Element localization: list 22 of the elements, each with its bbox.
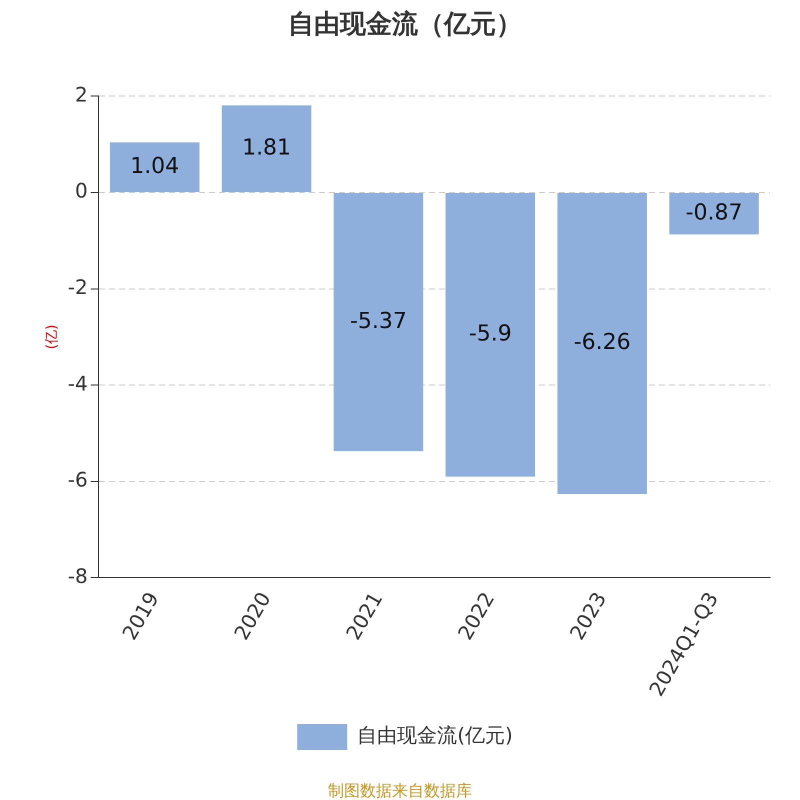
y-tick-label: -4: [68, 371, 88, 396]
bar: [110, 142, 200, 192]
legend-label: 自由现金流(亿元): [357, 723, 513, 748]
data-label: -6.26: [574, 330, 631, 356]
data-label: -5.37: [350, 308, 407, 334]
text: 制图数据来自数据库: [328, 781, 472, 800]
bar: [222, 105, 312, 192]
y-tick-label: -6: [68, 468, 88, 492]
bar: [334, 193, 424, 452]
bar: [669, 193, 759, 234]
bar: [446, 193, 536, 477]
y-tick-label: 0: [75, 178, 88, 203]
data-label: -0.87: [686, 200, 743, 226]
y-tick-label: -2: [68, 275, 88, 300]
data-label: 1.04: [130, 154, 180, 179]
y-tick-label: -8: [68, 564, 88, 588]
bar: [557, 193, 647, 494]
data-label: -5.9: [468, 322, 512, 347]
chart-title: 自由现金流（亿元）: [288, 9, 522, 40]
data-label: 1.81: [242, 135, 292, 160]
y-axis-title: (亿): [44, 324, 60, 350]
y-tick-label: 2: [75, 82, 88, 106]
